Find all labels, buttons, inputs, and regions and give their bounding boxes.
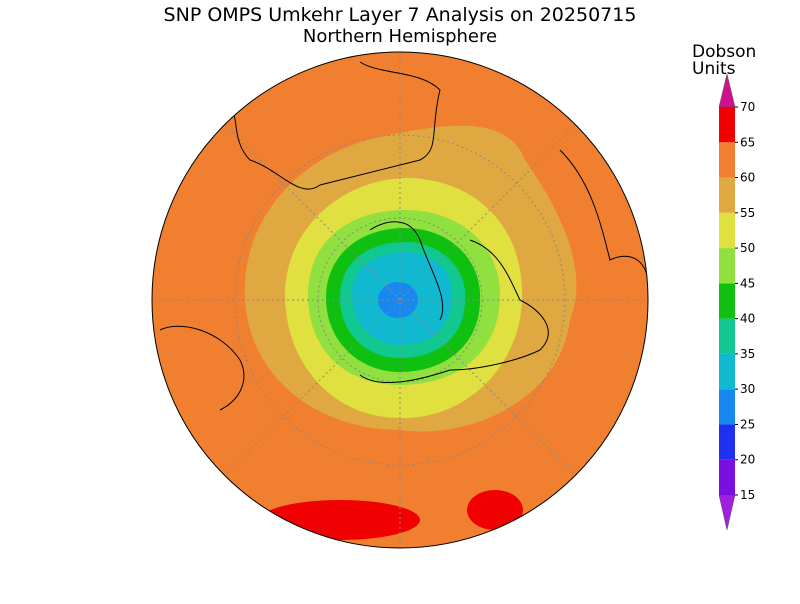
colorbar-segment [719,142,735,178]
colorbar-tick-label: 35 [740,347,755,361]
colorbar-segment [719,459,735,495]
colorbar-label: Dobson [692,42,756,62]
colorbar-segment [719,107,735,143]
colorbar-segment [719,283,735,319]
colorbar-segment [719,318,735,354]
colorbar-tick-label: 45 [740,276,755,290]
colorbar-tick-label: 30 [740,382,755,396]
map [152,52,648,548]
colorbar-tick-label: 55 [740,206,755,220]
colorbar-tick-label: 60 [740,171,755,185]
colorbar-tick-label: 65 [740,135,755,149]
colorbar-tick-label: 50 [740,241,755,255]
colorbar-segment [719,424,735,460]
colorbar-under [718,494,736,531]
field-65-70 [467,490,523,530]
colorbar-tick-label: 40 [740,312,755,326]
title: SNP OMPS Umkehr Layer 7 Analysis on 2025… [164,4,637,26]
colorbar-label: Units [692,59,736,79]
colorbar-tick-label: 20 [740,453,755,467]
colorbar-segment [719,389,735,425]
coastlines [159,61,648,411]
colorbar-segment [719,248,735,284]
colorbar-segment [719,353,735,390]
graticule [152,52,648,548]
subtitle: Northern Hemisphere [303,26,497,47]
colorbar-segment [719,212,735,249]
colorbar-tick-label: 25 [740,417,755,431]
colorbar-tick-label: 70 [740,100,755,114]
colorbar-segment [719,177,735,213]
map-border [151,51,649,549]
colorbar-tick-label: 15 [740,488,755,502]
field-65-70 [260,500,420,540]
